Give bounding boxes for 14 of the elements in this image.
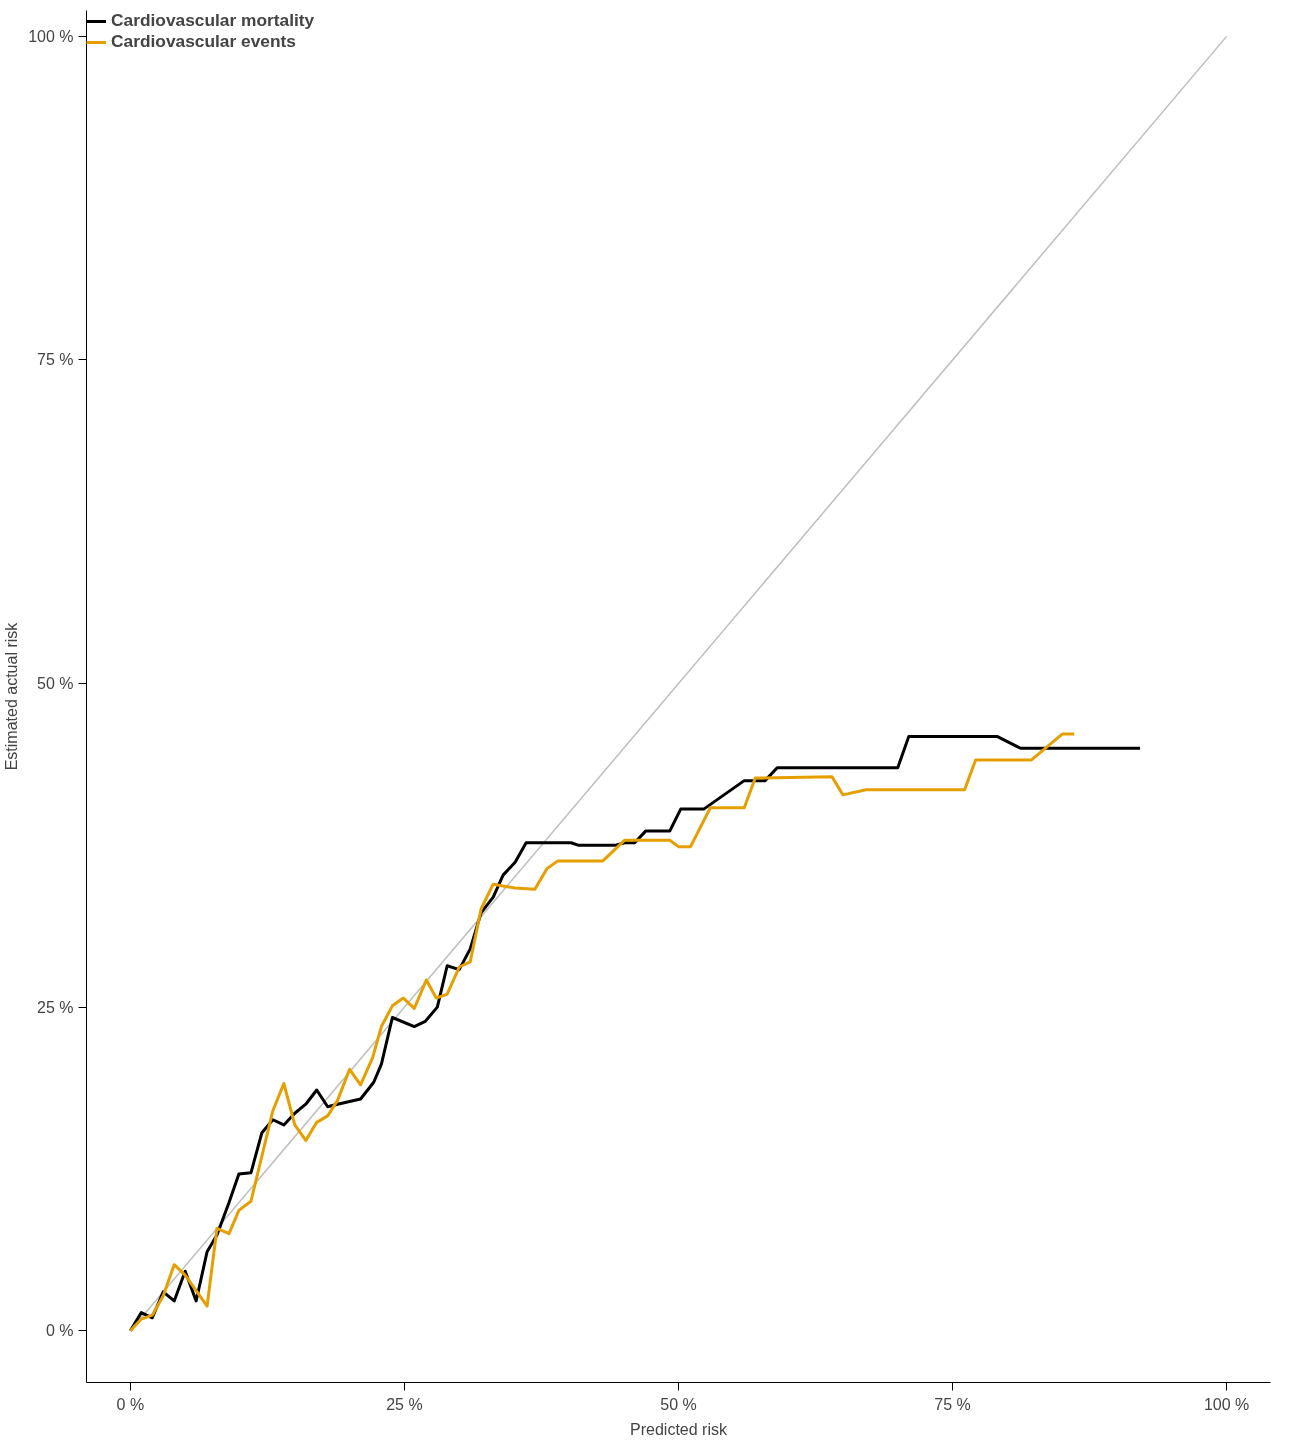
y-tick-label: 0 %: [45, 1322, 74, 1340]
x-axis-title: Predicted risk: [630, 1420, 728, 1438]
x-tick-label: 75 %: [934, 1395, 971, 1413]
legend-label: Cardiovascular events: [111, 31, 296, 52]
y-tick-label: 50 %: [37, 675, 74, 693]
x-tick-label: 100 %: [1203, 1395, 1250, 1413]
legend-label: Cardiovascular mortality: [111, 10, 315, 31]
y-tick-label: 100 %: [28, 27, 74, 45]
x-tick-label: 0 %: [116, 1395, 145, 1413]
x-tick-label: 25 %: [386, 1395, 423, 1413]
y-tick-label: 25 %: [37, 998, 74, 1016]
y-tick-label: 75 %: [37, 351, 74, 369]
x-tick-label: 50 %: [660, 1395, 697, 1413]
y-axis-title: Estimated actual risk: [3, 621, 21, 771]
